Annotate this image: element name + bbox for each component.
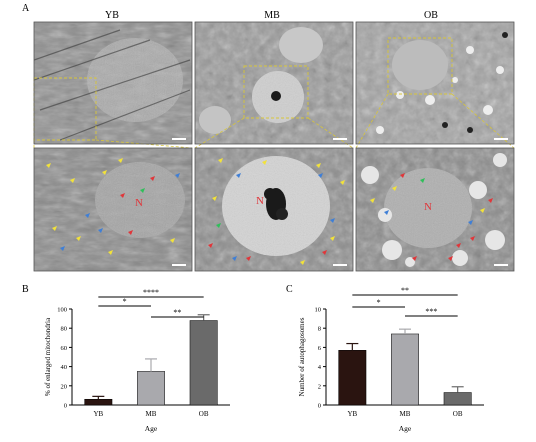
arrowhead-marker [60,246,65,251]
arrowhead-marker [236,173,241,178]
arrowhead-marker [208,243,213,248]
x-tick-label: OB [453,410,463,418]
arrowhead-marker [118,158,123,163]
arrowhead-marker [128,230,133,235]
arrowhead-marker [212,196,217,201]
arrowhead-marker [412,256,417,261]
arrowhead-marker [370,198,375,203]
micrograph-yb-zoom [34,148,192,271]
y-tick-label: 10 [315,307,322,314]
arrowhead-marker [384,210,389,215]
panel-c-letter: C [286,284,293,295]
micrograph-grid: N N N [33,21,515,272]
x-tick-label: YB [347,410,357,418]
arrowhead-marker [120,193,125,198]
arrowhead-marker [246,256,251,261]
x-tick-label: MB [400,410,411,418]
significance-label: * [377,298,381,307]
arrowhead-marker [140,188,145,193]
bar [137,371,165,406]
bar [338,350,367,406]
significance-label: ** [401,286,409,295]
arrowhead-marker [76,236,81,241]
arrowhead-marker [340,180,345,185]
arrowhead-marker [316,163,321,168]
nucleus-label-ob: N [424,201,432,213]
bar [391,333,419,406]
bar [84,398,113,406]
x-axis-label: Age [399,424,412,433]
arrowhead-marker [470,236,475,241]
arrowhead-marker [468,220,473,225]
bar [443,392,472,406]
y-tick-label: 6 [318,345,322,352]
arrowhead-marker [488,198,493,203]
chart-b: 0 20 40 60 80 100 % of enlarged mitochondria Ag… [44,288,230,433]
x-tick-label: YB [93,410,103,418]
column-label-ob: OB [424,10,438,21]
significance-label: **** [143,288,159,297]
arrowhead-marker [52,226,57,231]
panel-a-letter: A [22,3,30,14]
bar [189,320,218,406]
y-tick-label: 40 [61,364,68,371]
micrograph-ob-zoom [356,148,514,271]
y-tick-label: 100 [57,307,67,314]
arrowhead-marker [322,250,327,255]
arrowhead-marker [102,170,107,175]
y-axis-label: % of enlarged mitochondria [44,317,52,396]
arrowhead-marker [480,208,485,213]
arrowhead-marker [218,158,223,163]
arrowhead-marker [330,218,335,223]
nucleus-label-yb: N [135,197,143,209]
significance-label: * [123,297,127,306]
nucleus-label-mb: N [256,195,264,207]
significance-label: *** [425,307,437,316]
x-tick-label: OB [199,410,209,418]
micrograph-mb-zoom [195,148,353,271]
arrowhead-marker [85,213,90,218]
micrograph-mb-overview [195,22,353,144]
x-axis-label: Age [145,424,158,433]
y-tick-label: 2 [318,383,321,390]
arrowhead-marker [448,256,453,261]
arrowhead-marker [400,173,405,178]
arrowhead-marker [330,236,335,241]
arrowhead-marker [170,238,175,243]
y-tick-label: 60 [61,345,68,352]
significance-label: ** [173,308,181,317]
arrowhead-marker [262,160,267,165]
arrowhead-marker [318,173,323,178]
panel-b-letter: B [22,284,29,295]
arrowhead-marker [46,163,51,168]
arrowhead-marker [70,178,75,183]
micrograph-ob-overview [356,22,514,144]
y-tick-label: 0 [64,403,67,410]
arrowhead-marker [392,186,397,191]
arrowhead-marker [420,178,425,183]
arrowhead-marker [108,250,113,255]
y-tick-label: 20 [61,383,68,390]
y-tick-label: 4 [318,364,322,371]
x-tick-label: MB [146,410,157,418]
inset-box-mb [243,65,309,119]
y-tick-label: 0 [318,403,321,410]
arrowhead-marker [456,243,461,248]
arrowhead-marker [98,228,103,233]
micrograph-yb-overview [34,22,192,144]
y-axis-label: Number of autophagosomes [298,317,306,396]
arrowhead-marker [216,223,221,228]
arrowhead-marker [300,260,305,265]
column-label-yb: YB [105,10,119,21]
y-tick-label: 8 [318,326,321,333]
inset-box-ob [387,37,453,95]
arrowhead-marker [175,173,180,178]
arrowhead-marker [150,176,155,181]
arrowhead-marker [232,256,237,261]
chart-c: 0 2 4 6 8 10 Number of autophagosomes Age YB MB OB… [298,286,484,433]
y-tick-label: 80 [61,326,68,333]
arrow-markers [46,158,493,265]
column-label-mb: MB [264,10,280,21]
